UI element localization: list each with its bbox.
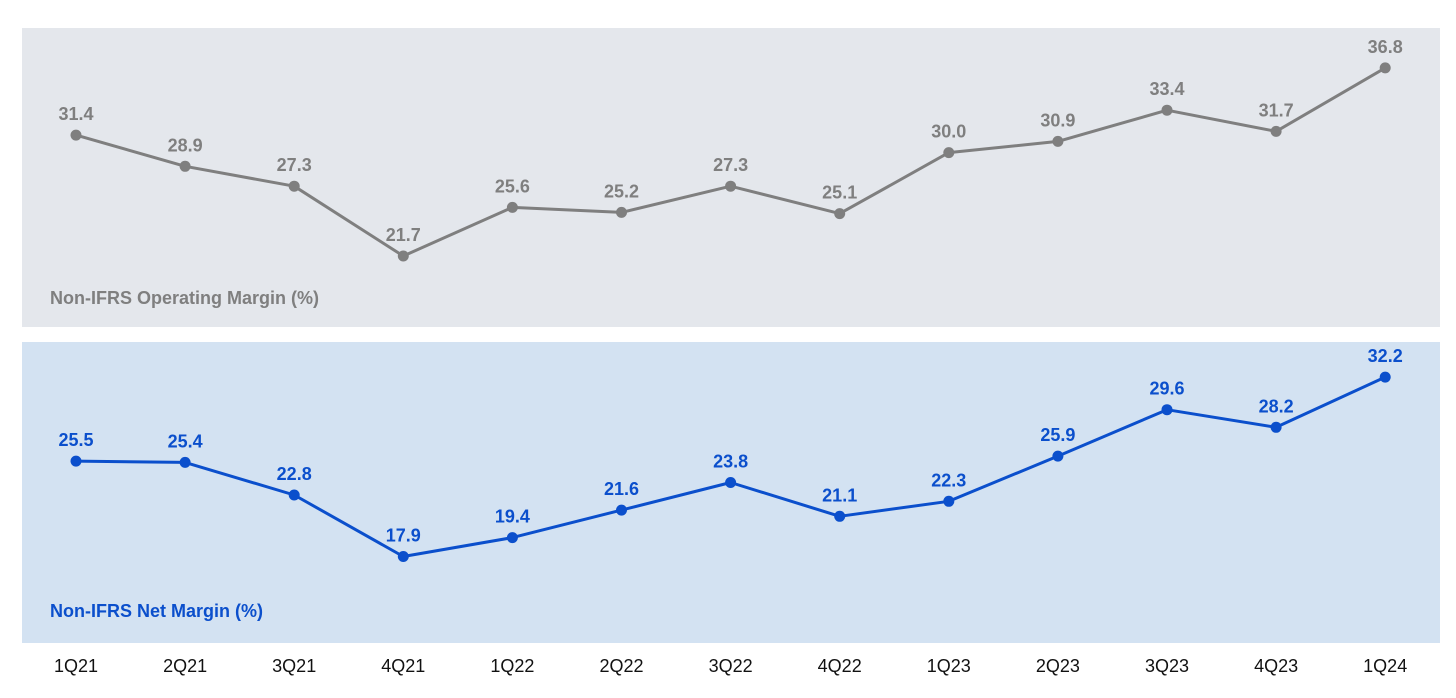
operating-margin-data-label-4Q22: 25.1 [822, 183, 857, 203]
operating-margin-data-label-1Q24: 36.8 [1368, 37, 1403, 57]
operating-margin-data-label-2Q22: 25.2 [604, 181, 639, 201]
x-tick-label-1Q23: 1Q23 [927, 656, 971, 676]
operating-margin-data-label-3Q22: 27.3 [713, 155, 748, 175]
operating-margin-data-label-1Q22: 25.6 [495, 176, 530, 196]
operating-margin-point-1Q22 [506, 201, 518, 213]
net-margin-point-2Q21 [179, 456, 191, 468]
net-margin-data-label-3Q23: 29.6 [1149, 379, 1184, 399]
operating-margin-point-4Q22 [834, 208, 846, 220]
net-margin-point-4Q22 [834, 510, 846, 522]
net-margin-data-label-4Q23: 28.2 [1259, 396, 1294, 416]
net-margin-point-3Q21 [288, 489, 300, 501]
net-margin-point-2Q23 [1052, 450, 1064, 462]
x-tick-label-3Q21: 3Q21 [272, 656, 316, 676]
x-tick-label-2Q22: 2Q22 [599, 656, 643, 676]
operating-margin-panel-background [22, 28, 1440, 327]
net-margin-data-label-1Q24: 32.2 [1368, 346, 1403, 366]
net-margin-point-4Q23 [1270, 421, 1282, 433]
net-margin-data-label-2Q21: 25.4 [168, 431, 203, 451]
x-tick-label-1Q21: 1Q21 [54, 656, 98, 676]
net-margin-point-1Q24 [1379, 371, 1391, 383]
operating-margin-data-label-4Q23: 31.7 [1259, 100, 1294, 120]
net-margin-data-label-4Q22: 21.1 [822, 485, 857, 505]
operating-margin-point-4Q21 [397, 250, 409, 262]
net-margin-data-label-2Q22: 21.6 [604, 479, 639, 499]
net-margin-data-label-3Q22: 23.8 [713, 452, 748, 472]
operating-margin-point-3Q21 [288, 180, 300, 192]
net-margin-data-label-4Q21: 17.9 [386, 526, 421, 546]
operating-margin-point-2Q22 [616, 206, 627, 218]
net-margin-title: Non-IFRS Net Margin (%) [50, 601, 263, 621]
net-margin-point-1Q23 [943, 495, 955, 507]
net-margin-panel-background [22, 342, 1440, 643]
operating-margin-point-4Q23 [1270, 125, 1282, 137]
x-tick-label-2Q23: 2Q23 [1036, 656, 1080, 676]
operating-margin-data-label-3Q23: 33.4 [1149, 79, 1184, 99]
operating-margin-point-3Q22 [725, 180, 737, 192]
operating-margin-panel: 31.4 28.9 27.3 21.7 25.6 25.2 27.3 25.1 30.0 30.9… [22, 28, 1440, 327]
x-tick-label-4Q21: 4Q21 [381, 656, 425, 676]
operating-margin-point-2Q21 [179, 160, 191, 172]
operating-margin-point-1Q21 [70, 129, 82, 141]
operating-margin-data-label-2Q21: 28.9 [168, 135, 203, 155]
net-margin-point-4Q21 [397, 551, 409, 562]
x-axis: 1Q21 2Q21 3Q21 4Q21 1Q22 2Q22 3Q22 4Q22 1Q23 2Q23… [54, 656, 1407, 676]
net-margin-panel: 25.5 25.4 22.8 17.9 19.4 21.6 23.8 21.1 22.3 25.9… [22, 342, 1440, 643]
net-margin-data-label-1Q23: 22.3 [931, 470, 966, 490]
net-margin-point-1Q21 [70, 455, 82, 467]
x-tick-label-3Q23: 3Q23 [1145, 656, 1189, 676]
operating-margin-data-label-4Q21: 21.7 [386, 225, 421, 245]
x-tick-label-3Q22: 3Q22 [709, 656, 753, 676]
net-margin-data-label-3Q21: 22.8 [277, 464, 312, 484]
x-tick-label-2Q21: 2Q21 [163, 656, 207, 676]
operating-margin-point-2Q23 [1052, 135, 1064, 147]
operating-margin-point-1Q23 [943, 147, 955, 159]
x-tick-label-4Q22: 4Q22 [818, 656, 862, 676]
net-margin-data-label-1Q22: 19.4 [495, 507, 530, 527]
operating-margin-point-1Q24 [1379, 62, 1391, 74]
net-margin-point-1Q22 [506, 532, 518, 544]
operating-margin-data-label-1Q23: 30.0 [931, 122, 966, 142]
operating-margin-data-label-3Q21: 27.3 [277, 155, 312, 175]
net-margin-data-label-1Q21: 25.5 [58, 430, 93, 450]
x-tick-label-4Q23: 4Q23 [1254, 656, 1298, 676]
operating-margin-data-label-2Q23: 30.9 [1040, 110, 1075, 130]
net-margin-point-2Q22 [616, 504, 627, 516]
net-margin-data-label-2Q23: 25.9 [1040, 425, 1075, 445]
net-margin-point-3Q22 [725, 477, 737, 488]
x-tick-label-1Q22: 1Q22 [490, 656, 534, 676]
x-tick-label-1Q24: 1Q24 [1363, 656, 1407, 676]
operating-margin-data-label-1Q21: 31.4 [58, 104, 93, 124]
operating-margin-title: Non-IFRS Operating Margin (%) [50, 288, 319, 308]
net-margin-point-3Q23 [1161, 404, 1173, 416]
operating-margin-point-3Q23 [1161, 104, 1173, 116]
